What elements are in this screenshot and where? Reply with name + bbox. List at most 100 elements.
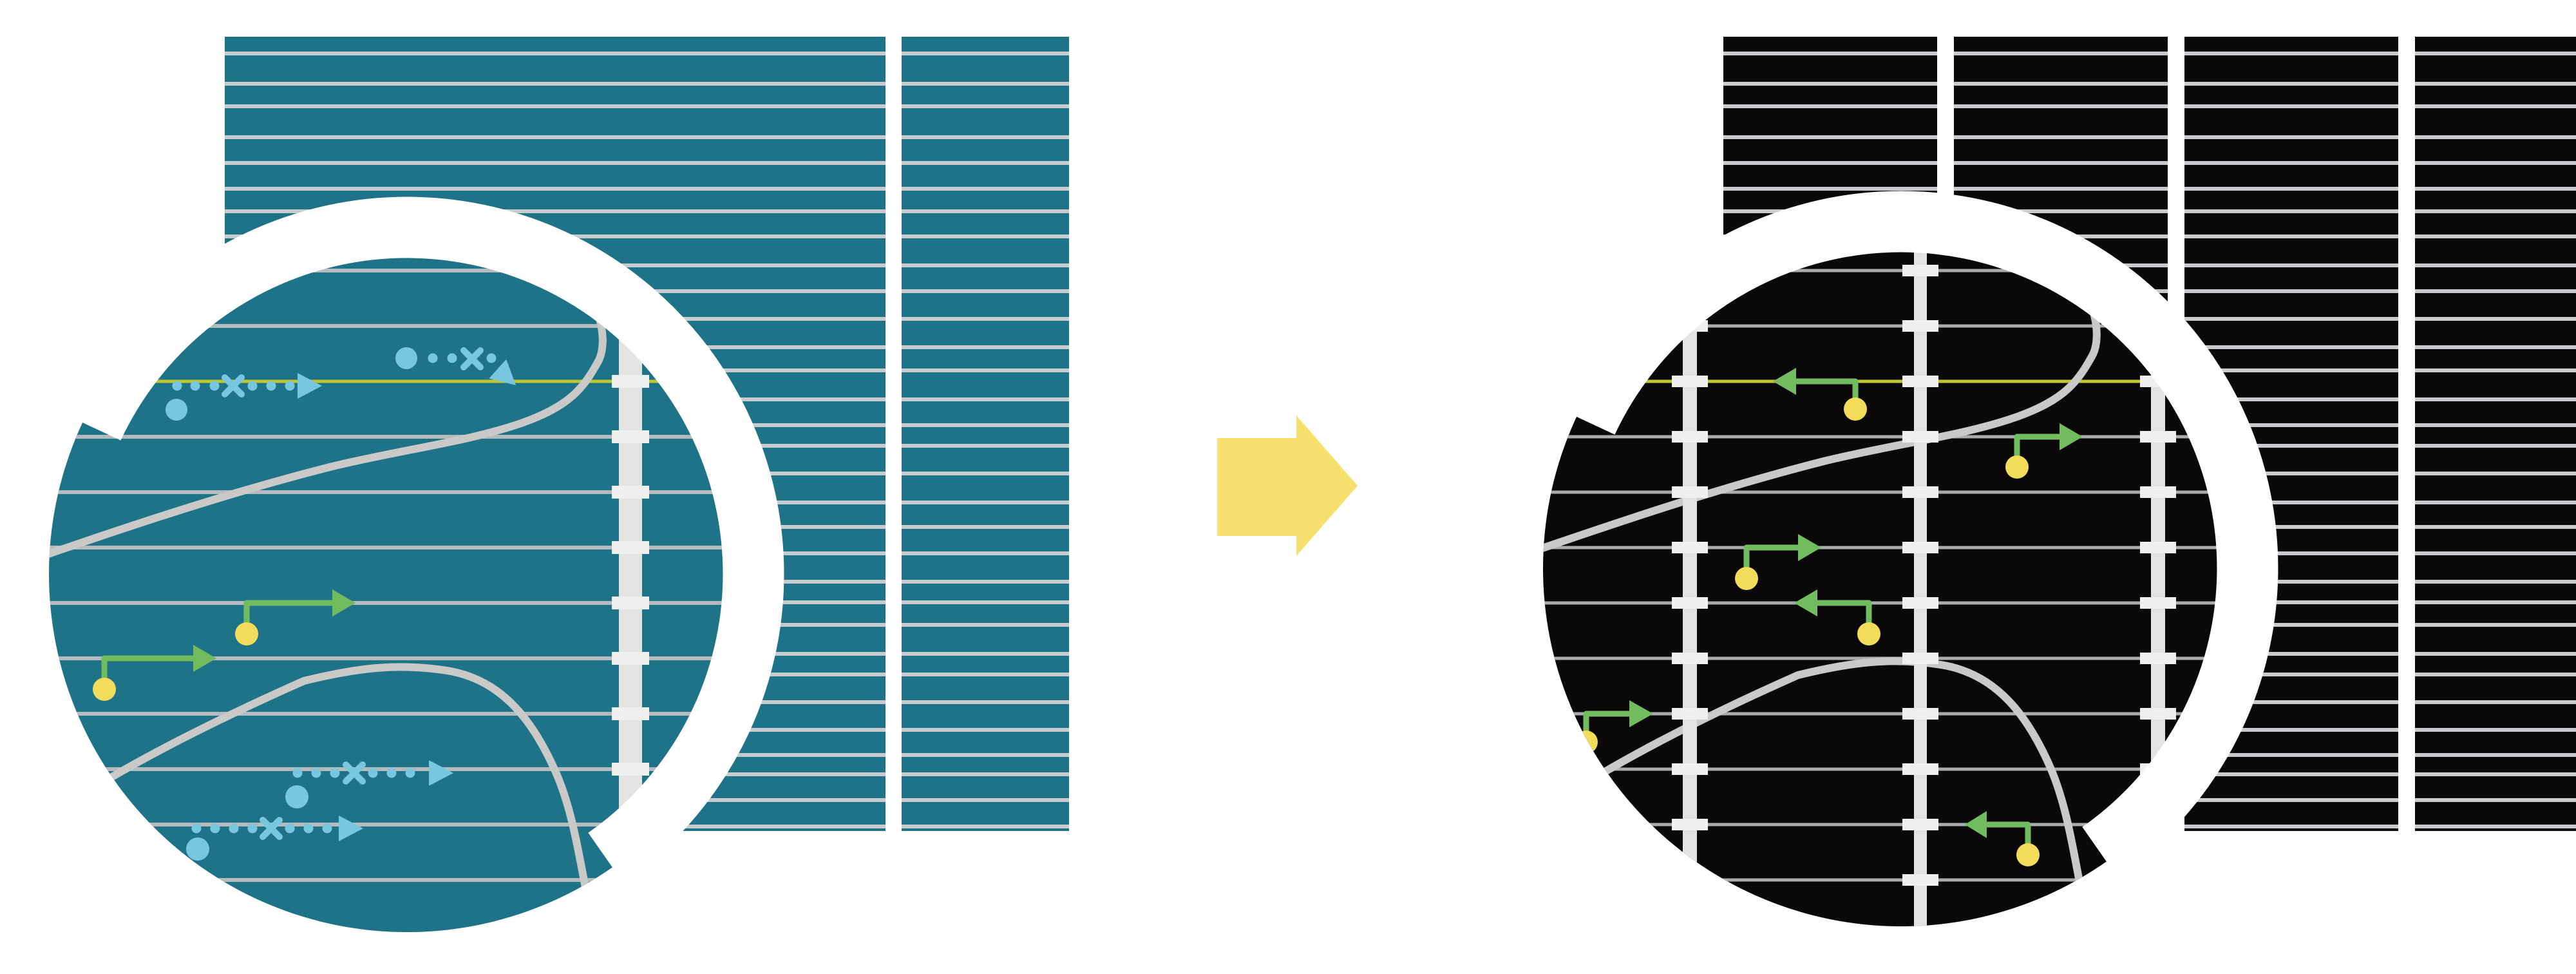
highlighted-finger-line xyxy=(1543,379,2259,383)
path-dot xyxy=(330,768,340,778)
standard-cell-inset xyxy=(49,196,784,932)
solder-pad xyxy=(1672,874,1708,886)
finger-line xyxy=(2184,209,2398,213)
finger-line xyxy=(2415,345,2576,349)
reroute-arrowhead-icon xyxy=(1965,811,1987,838)
electron-marker xyxy=(1844,397,1867,421)
finger-line xyxy=(902,187,1069,191)
finger-line xyxy=(902,444,1069,448)
finger-line xyxy=(2415,825,2576,828)
finger-line xyxy=(902,317,1069,321)
magnified-finger-line xyxy=(49,601,765,605)
solder-pad xyxy=(1902,874,1938,886)
finger-line xyxy=(902,52,1069,55)
reroute-arrowhead-icon xyxy=(1773,368,1796,395)
finger-line xyxy=(2184,397,2398,401)
finger-line xyxy=(1723,82,1937,86)
solder-pad xyxy=(2140,431,2176,443)
finger-line xyxy=(2184,600,2398,604)
solder-pad xyxy=(612,430,649,443)
finger-line xyxy=(2415,289,2576,293)
finger-line xyxy=(2184,368,2398,372)
finger-line xyxy=(2184,772,2398,776)
cell-column xyxy=(902,37,1069,831)
solder-pad xyxy=(1902,265,1938,276)
solder-pad xyxy=(1672,763,1708,775)
finger-line xyxy=(225,187,886,191)
path-dot xyxy=(172,381,182,391)
solder-pad xyxy=(1902,376,1938,387)
finger-line xyxy=(902,580,1069,584)
flow-arrowhead-icon xyxy=(489,359,516,385)
path-dot xyxy=(386,768,397,778)
finger-line xyxy=(2415,600,2576,604)
solder-pad xyxy=(1902,597,1938,609)
flow-arrowhead-icon xyxy=(298,373,322,399)
busbar-ribbon xyxy=(1914,210,1927,926)
electron-marker xyxy=(395,347,417,369)
finger-line xyxy=(2415,209,2576,213)
finger-line xyxy=(2415,423,2576,427)
electron-marker xyxy=(1857,622,1880,645)
reroute-arrowhead-icon xyxy=(193,645,216,672)
finger-line xyxy=(225,209,886,213)
reroute-arrow xyxy=(1794,589,1880,645)
solder-pad xyxy=(612,597,649,609)
finger-line xyxy=(2415,700,2576,704)
finger-line xyxy=(2415,772,2576,776)
solder-pad xyxy=(2140,653,2176,664)
inset-circle xyxy=(1543,210,2259,926)
path-dot xyxy=(405,768,415,778)
magnified-finger-line xyxy=(1543,324,2259,328)
blocked-x-icon xyxy=(260,817,283,840)
finger-line xyxy=(1954,135,2168,139)
solder-pad xyxy=(612,486,649,499)
magnified-finger-line xyxy=(49,269,765,272)
reroute-arrowhead-icon xyxy=(1794,589,1817,616)
finger-line xyxy=(1954,104,2168,108)
magnified-finger-line xyxy=(1543,546,2259,549)
finger-line xyxy=(2415,135,2576,139)
solder-pad xyxy=(1672,653,1708,664)
magnified-finger-line xyxy=(1543,435,2259,439)
finger-line xyxy=(1723,187,1937,191)
finger-line xyxy=(2184,187,2398,191)
finger-line xyxy=(902,209,1069,213)
finger-line xyxy=(902,135,1069,139)
solder-pad xyxy=(1902,763,1938,775)
reroute-arrowhead-icon xyxy=(2060,423,2083,450)
flow-arrowhead-icon xyxy=(429,760,453,786)
finger-line xyxy=(225,52,886,55)
finger-line xyxy=(2184,444,2398,448)
finger-line xyxy=(2415,728,2576,732)
finger-line xyxy=(902,772,1069,776)
finger-line xyxy=(902,551,1069,555)
blocked-electron-path xyxy=(285,760,453,808)
magnified-finger-line xyxy=(1543,712,2259,716)
finger-line xyxy=(902,161,1069,165)
finger-line xyxy=(1723,52,1937,55)
solder-pad xyxy=(1672,819,1708,830)
finger-line xyxy=(1723,161,1937,165)
finger-line xyxy=(2184,580,2398,584)
solder-pad xyxy=(1672,431,1708,443)
magnified-finger-line xyxy=(49,878,765,882)
magnified-finger-line xyxy=(49,324,765,328)
reroute-arrow xyxy=(93,645,216,701)
magnified-finger-line xyxy=(49,490,765,494)
path-dot xyxy=(229,823,239,834)
finger-line xyxy=(902,368,1069,372)
finger-line xyxy=(2415,472,2576,475)
solder-pad xyxy=(2140,597,2176,609)
finger-line xyxy=(2415,501,2576,504)
finger-line xyxy=(2415,161,2576,165)
finger-line xyxy=(2415,368,2576,372)
finger-line xyxy=(2415,652,2576,656)
electron-marker xyxy=(1575,730,1598,754)
path-dot xyxy=(447,353,457,363)
magnified-finger-line xyxy=(49,823,765,826)
finger-line xyxy=(902,104,1069,108)
inset-content xyxy=(1543,210,2259,926)
reroute-arrowhead-icon xyxy=(1798,534,1821,561)
finger-line xyxy=(902,652,1069,656)
